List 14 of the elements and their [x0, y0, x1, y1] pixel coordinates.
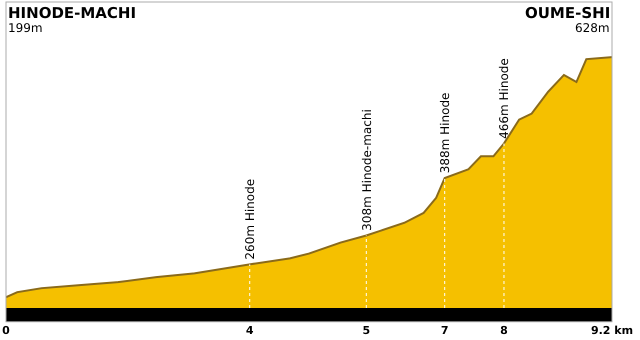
- annotation: 388m Hinode: [438, 92, 452, 174]
- text: OUME-SHI: [525, 4, 610, 22]
- x-tick-label: 4: [246, 324, 254, 337]
- x-tick-label: 8: [500, 324, 508, 337]
- text: HINODE-MACHI: [8, 4, 136, 22]
- annotation: 308m Hinode-machi: [360, 109, 374, 231]
- text: 199m: [8, 21, 43, 35]
- x-tick-label: 0: [2, 324, 10, 337]
- annotation: 466m Hinode: [497, 58, 512, 139]
- x-tick-label: 9.2 km: [590, 324, 634, 337]
- annotation: 260m Hinode: [242, 178, 257, 260]
- x-tick-label: 7: [440, 324, 449, 337]
- x-tick-label: 5: [362, 324, 370, 337]
- text: 628m: [575, 21, 610, 35]
